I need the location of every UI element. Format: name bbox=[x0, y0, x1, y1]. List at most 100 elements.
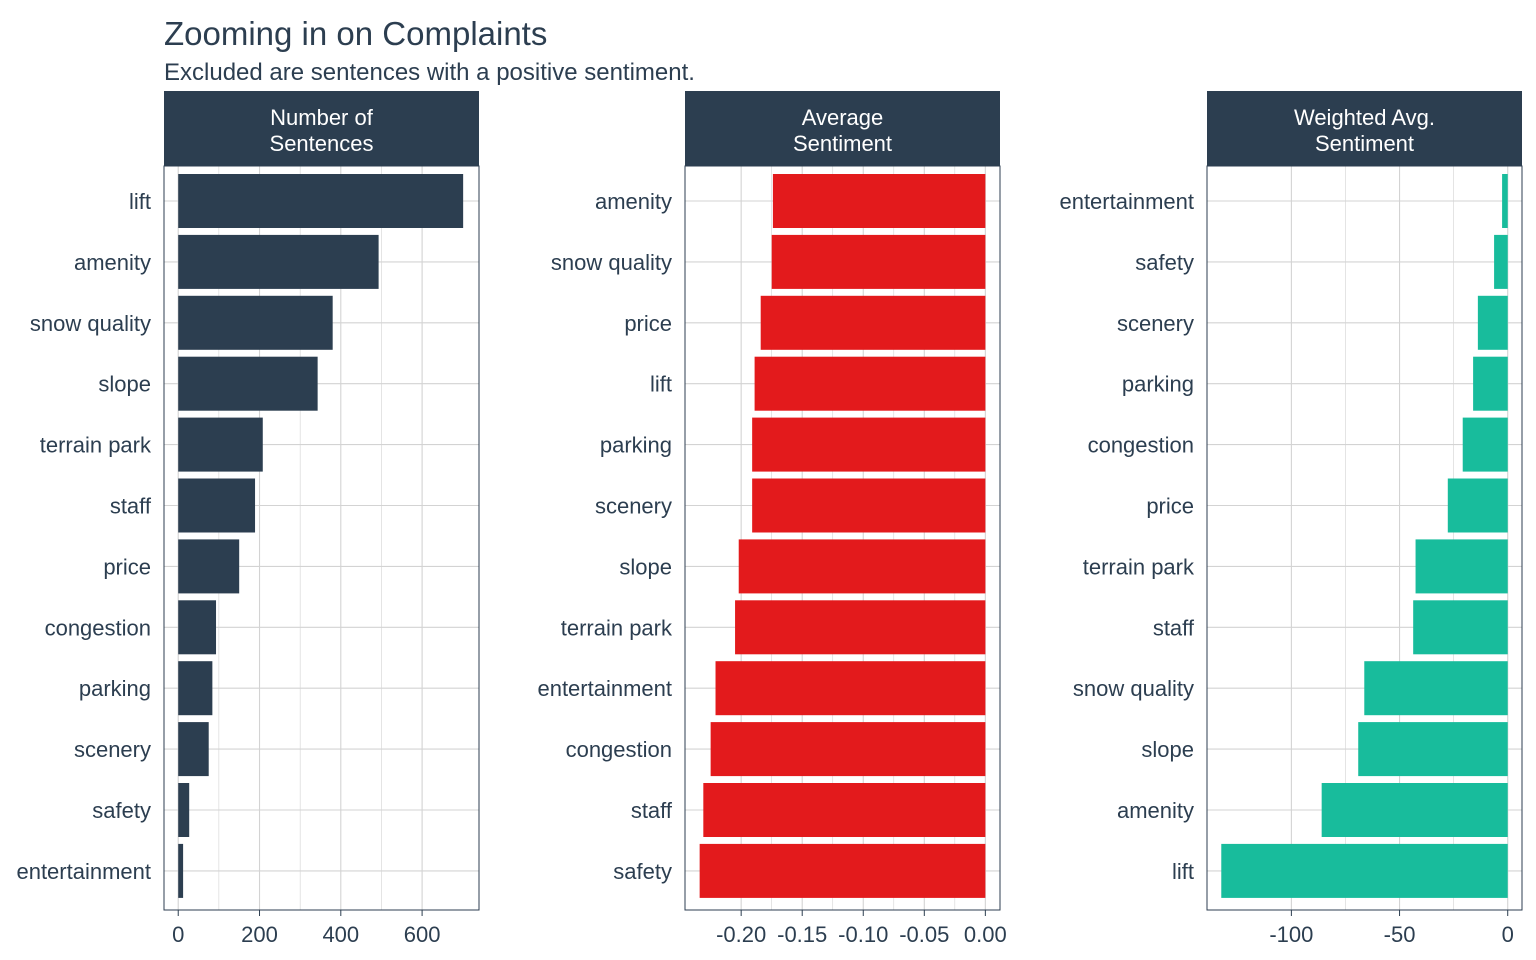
bar bbox=[715, 661, 986, 716]
x-tick-label: 400 bbox=[322, 922, 359, 947]
bar bbox=[178, 600, 217, 655]
x-tick-label: -0.20 bbox=[716, 922, 766, 947]
category-label: lift bbox=[129, 189, 151, 214]
panel-border bbox=[163, 165, 480, 911]
category-label: parking bbox=[1122, 372, 1194, 397]
panel-strip-label: Sentiment bbox=[1315, 131, 1414, 156]
panel-3: Weighted Avg.Sentiment entertainment safet… bbox=[1059, 91, 1523, 947]
category-label: safety bbox=[1135, 250, 1194, 275]
category-label: staff bbox=[1153, 615, 1195, 640]
category-label: safety bbox=[92, 798, 151, 823]
category-label: amenity bbox=[1117, 798, 1194, 823]
category-label: entertainment bbox=[16, 859, 151, 884]
category-label: congestion bbox=[566, 737, 672, 762]
category-label: entertainment bbox=[537, 676, 672, 701]
category-label: price bbox=[1146, 494, 1194, 519]
category-label: amenity bbox=[74, 250, 151, 275]
category-label: parking bbox=[600, 433, 672, 458]
category-label: lift bbox=[1172, 859, 1194, 884]
x-tick-label: 600 bbox=[404, 922, 441, 947]
x-tick-label: -0.10 bbox=[838, 922, 888, 947]
panel-strip bbox=[685, 91, 1000, 166]
panel-border bbox=[684, 165, 1001, 911]
bar bbox=[772, 174, 986, 228]
bar bbox=[178, 295, 333, 350]
bar bbox=[699, 843, 986, 898]
category-label: congestion bbox=[1088, 433, 1194, 458]
category-label: safety bbox=[613, 859, 672, 884]
category-label: scenery bbox=[74, 737, 151, 762]
bar bbox=[754, 356, 986, 411]
bar bbox=[178, 661, 213, 716]
bar bbox=[1364, 661, 1508, 716]
category-label: entertainment bbox=[1059, 189, 1194, 214]
panel-strip-label: Number of bbox=[270, 105, 374, 130]
category-label: lift bbox=[650, 372, 672, 397]
bar bbox=[1462, 417, 1508, 472]
panel-border bbox=[1206, 165, 1523, 911]
category-label: snow quality bbox=[30, 311, 151, 336]
category-label: scenery bbox=[595, 494, 672, 519]
bar bbox=[752, 478, 986, 533]
bar bbox=[738, 539, 986, 594]
category-label: terrain park bbox=[1083, 554, 1195, 579]
x-tick-label: 0.00 bbox=[964, 922, 1007, 947]
panel-strip-label: Average bbox=[802, 105, 884, 130]
chart-title: Zooming in on Complaints bbox=[164, 15, 547, 52]
x-tick-label: -0.15 bbox=[777, 922, 827, 947]
bar bbox=[1358, 722, 1508, 777]
bar bbox=[1494, 234, 1508, 289]
category-label: scenery bbox=[1117, 311, 1194, 336]
bar bbox=[1413, 600, 1508, 655]
x-tick-label: 0 bbox=[172, 922, 184, 947]
bar bbox=[1447, 478, 1508, 533]
bar bbox=[178, 234, 379, 289]
category-label: snow quality bbox=[551, 250, 672, 275]
bar bbox=[178, 783, 190, 837]
panel-strip-label: Sentences bbox=[270, 131, 374, 156]
bar bbox=[703, 783, 986, 837]
bar bbox=[771, 234, 986, 289]
category-label: staff bbox=[631, 798, 673, 823]
bar bbox=[735, 600, 986, 655]
bar bbox=[752, 417, 986, 472]
x-tick-label: 200 bbox=[241, 922, 278, 947]
panel-strip bbox=[164, 91, 479, 166]
bar bbox=[1321, 783, 1508, 837]
category-label: price bbox=[103, 554, 151, 579]
bar bbox=[1415, 539, 1508, 594]
bar bbox=[1502, 174, 1508, 228]
bar bbox=[1473, 356, 1508, 411]
category-label: terrain park bbox=[40, 433, 152, 458]
chart-subtitle: Excluded are sentences with a positive s… bbox=[164, 59, 695, 86]
category-label: staff bbox=[110, 494, 152, 519]
bar bbox=[1221, 843, 1508, 898]
category-label: snow quality bbox=[1073, 676, 1194, 701]
bar bbox=[1477, 295, 1508, 350]
bar bbox=[178, 356, 318, 411]
bar bbox=[760, 295, 986, 350]
x-tick-label: -100 bbox=[1269, 922, 1313, 947]
panel-strip-label: Sentiment bbox=[793, 131, 892, 156]
panel-strip-label: Weighted Avg. bbox=[1294, 105, 1435, 130]
bar bbox=[178, 539, 240, 594]
bar bbox=[178, 174, 464, 228]
category-label: amenity bbox=[595, 189, 672, 214]
bar bbox=[178, 417, 263, 472]
panel-strip bbox=[1207, 91, 1522, 166]
category-label: terrain park bbox=[561, 615, 673, 640]
category-label: slope bbox=[1141, 737, 1194, 762]
x-tick-label: 0 bbox=[1502, 922, 1514, 947]
category-label: slope bbox=[619, 554, 672, 579]
category-label: parking bbox=[79, 676, 151, 701]
bar bbox=[710, 722, 986, 777]
category-label: slope bbox=[98, 372, 151, 397]
bar bbox=[178, 843, 184, 898]
category-label: price bbox=[624, 311, 672, 336]
bar bbox=[178, 478, 256, 533]
x-tick-label: -50 bbox=[1384, 922, 1416, 947]
x-tick-label: -0.05 bbox=[899, 922, 949, 947]
